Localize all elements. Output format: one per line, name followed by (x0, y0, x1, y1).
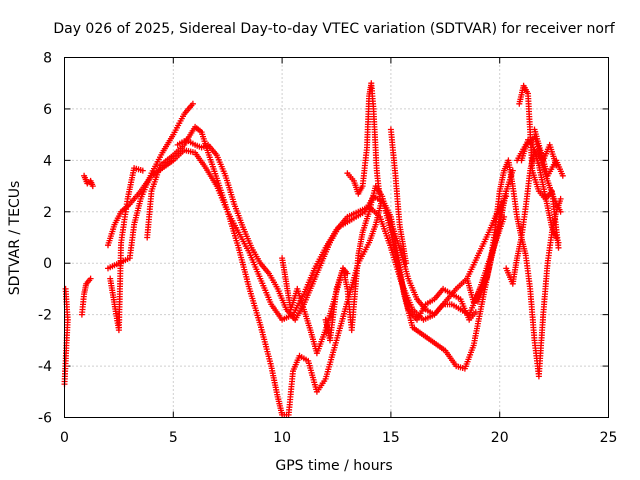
data-point (557, 195, 564, 202)
series-track-l (387, 126, 410, 267)
data-point (557, 208, 564, 215)
y-tick-label: -6 (38, 411, 52, 427)
series-track-k (344, 80, 383, 202)
data-points (61, 80, 566, 418)
series-track-a (61, 285, 71, 388)
series-track-h (174, 136, 508, 323)
x-tick-label: 15 (382, 430, 400, 446)
series-track-i (279, 183, 479, 357)
data-point (189, 100, 196, 107)
y-axis-label: SDTVAR / TECUs (7, 181, 23, 296)
y-tick-label: 6 (43, 102, 52, 118)
y-tick-label: 4 (43, 153, 52, 169)
x-tick-label: 10 (273, 430, 291, 446)
x-tick-label: 0 (60, 430, 69, 446)
y-tick-label: -2 (38, 308, 52, 324)
chart-title: Day 026 of 2025, Sidereal Day-to-day VTE… (53, 21, 615, 37)
x-tick-label: 25 (600, 430, 618, 446)
data-point (62, 285, 69, 292)
data-point (472, 309, 479, 316)
series-track-g (144, 123, 510, 418)
y-tick-label: 2 (43, 205, 52, 221)
data-point (139, 167, 146, 174)
x-tick-labels: 0 5 10 15 20 25 (60, 430, 617, 446)
series-track-n (474, 157, 564, 380)
data-point (559, 172, 566, 179)
data-point (89, 183, 96, 190)
data-point (555, 239, 562, 246)
y-tick-labels: -6 -4 -2 0 2 4 6 8 (38, 51, 52, 427)
series-track-c (81, 172, 96, 190)
data-point (344, 270, 351, 277)
series-track-b (78, 275, 94, 318)
series-track-f (107, 165, 146, 334)
x-tick-label: 20 (491, 430, 509, 446)
plot-frame (64, 57, 609, 418)
series-track-s (514, 134, 560, 169)
x-axis-label: GPS time / hours (275, 458, 392, 474)
data-point (403, 260, 410, 267)
x-tick-label: 5 (169, 430, 178, 446)
data-point (87, 275, 94, 282)
series-track-m (464, 167, 516, 305)
y-tick-label: 8 (43, 51, 52, 67)
data-point (553, 162, 560, 169)
y-tick-label: -4 (38, 359, 52, 375)
data-point (377, 195, 383, 202)
series-track-j (322, 265, 351, 344)
data-point (555, 244, 562, 251)
y-tick-label: 0 (43, 256, 52, 272)
series-track-e (105, 100, 196, 272)
